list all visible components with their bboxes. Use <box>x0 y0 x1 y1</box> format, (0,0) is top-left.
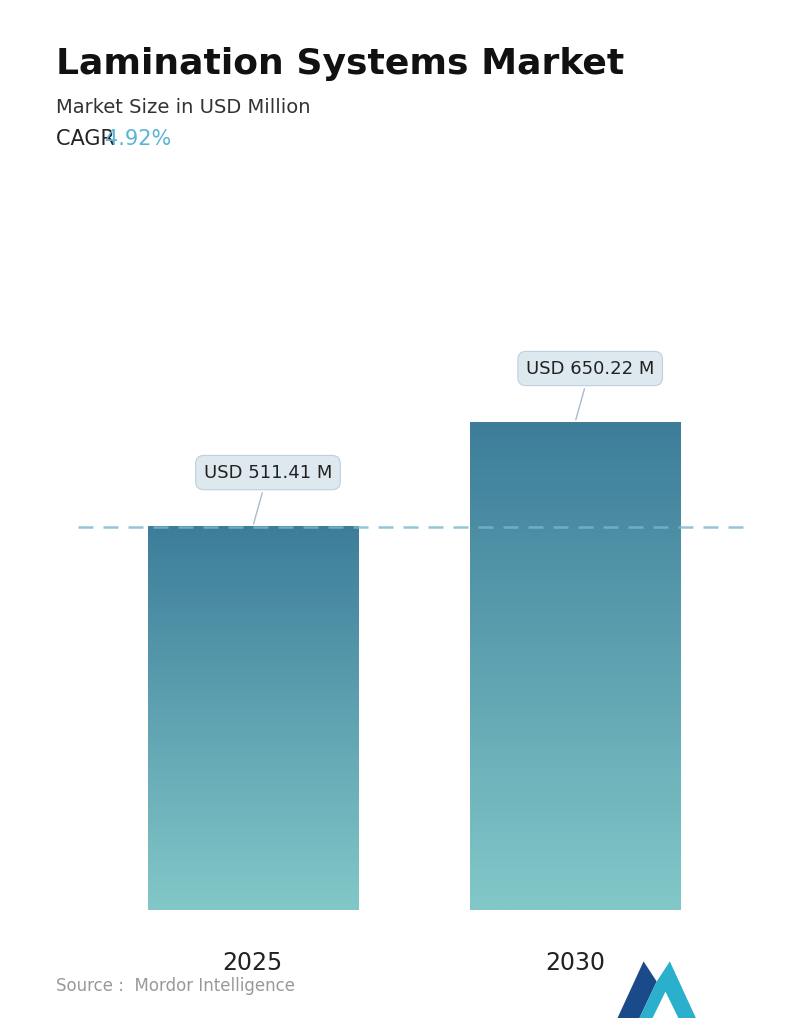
Text: Source :  Mordor Intelligence: Source : Mordor Intelligence <box>56 977 295 995</box>
Text: 4.92%: 4.92% <box>105 129 171 149</box>
Polygon shape <box>639 962 696 1018</box>
Text: USD 650.22 M: USD 650.22 M <box>526 360 654 420</box>
Text: USD 511.41 M: USD 511.41 M <box>204 463 332 524</box>
Text: Lamination Systems Market: Lamination Systems Market <box>56 47 624 81</box>
Text: CAGR: CAGR <box>56 129 121 149</box>
Text: Market Size in USD Million: Market Size in USD Million <box>56 98 310 117</box>
Polygon shape <box>618 962 657 1018</box>
Text: 2030: 2030 <box>545 951 605 975</box>
Text: 2025: 2025 <box>223 951 283 975</box>
